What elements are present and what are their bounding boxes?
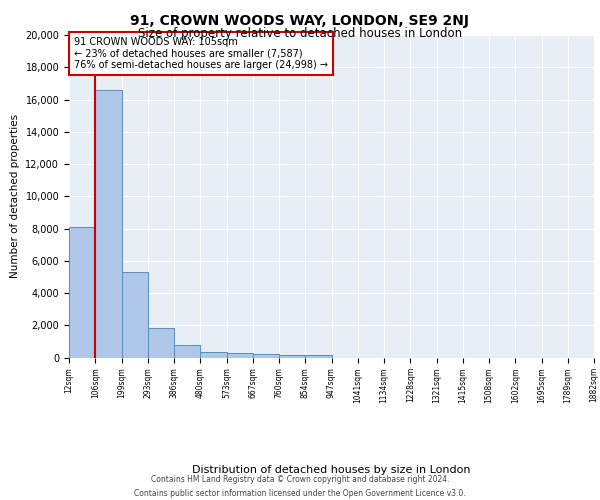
Bar — [174, 346, 200, 358]
Text: 91 CROWN WOODS WAY: 105sqm
← 23% of detached houses are smaller (7,587)
76% of s: 91 CROWN WOODS WAY: 105sqm ← 23% of deta… — [74, 36, 328, 70]
Y-axis label: Number of detached properties: Number of detached properties — [10, 114, 20, 278]
Bar — [227, 354, 253, 358]
Bar — [200, 352, 227, 358]
Bar — [69, 227, 95, 358]
Bar — [279, 354, 305, 358]
Text: Contains HM Land Registry data © Crown copyright and database right 2024.
Contai: Contains HM Land Registry data © Crown c… — [134, 476, 466, 498]
Bar — [95, 90, 121, 357]
Bar — [121, 272, 148, 358]
Text: 91, CROWN WOODS WAY, LONDON, SE9 2NJ: 91, CROWN WOODS WAY, LONDON, SE9 2NJ — [131, 14, 470, 28]
Bar — [253, 354, 279, 358]
Bar — [305, 355, 331, 358]
Bar — [148, 328, 174, 358]
Text: Size of property relative to detached houses in London: Size of property relative to detached ho… — [138, 28, 462, 40]
X-axis label: Distribution of detached houses by size in London: Distribution of detached houses by size … — [192, 466, 471, 475]
